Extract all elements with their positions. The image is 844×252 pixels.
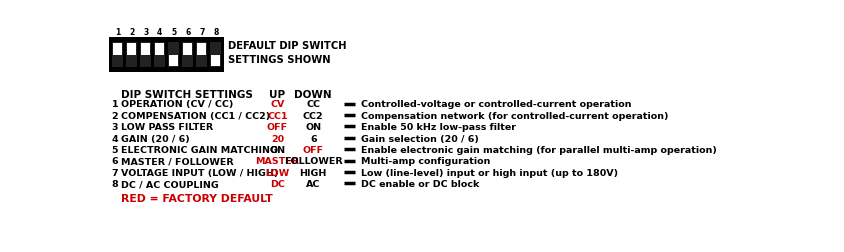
Text: CV: CV — [270, 100, 284, 109]
Bar — [168, 43, 180, 68]
Text: Low (line-level) input or high input (up to 180V): Low (line-level) input or high input (up… — [361, 168, 619, 177]
Bar — [196, 43, 208, 68]
Text: Enable electronic gain matching (for parallel multi-amp operation): Enable electronic gain matching (for par… — [361, 145, 717, 154]
Text: MASTER / FOLLOWER: MASTER / FOLLOWER — [121, 157, 234, 166]
Text: 3: 3 — [143, 27, 149, 36]
Text: Gain selection (20 / 6): Gain selection (20 / 6) — [361, 134, 479, 143]
Bar — [113, 44, 122, 56]
Text: 2: 2 — [129, 27, 134, 36]
Text: DIP SWITCH SETTINGS: DIP SWITCH SETTINGS — [121, 90, 253, 100]
Bar — [127, 44, 136, 56]
Text: Compensation network (for controlled-current operation): Compensation network (for controlled-cur… — [361, 111, 668, 120]
Text: DC: DC — [270, 179, 285, 188]
Bar — [112, 43, 123, 68]
Text: RED = FACTORY DEFAULT: RED = FACTORY DEFAULT — [121, 193, 273, 203]
Bar — [154, 43, 165, 68]
Bar — [126, 43, 138, 68]
Text: 20: 20 — [271, 134, 284, 143]
Text: 5: 5 — [111, 145, 118, 154]
Text: COMPENSATION (CC1 / CC2): COMPENSATION (CC1 / CC2) — [121, 111, 270, 120]
Text: 6: 6 — [111, 157, 118, 166]
Text: Multi-amp configuration: Multi-amp configuration — [361, 157, 490, 166]
Bar — [182, 43, 193, 68]
Text: CC1: CC1 — [268, 111, 288, 120]
Text: MASTER: MASTER — [256, 157, 300, 166]
Text: ELECTRONIC GAIN MATCHING: ELECTRONIC GAIN MATCHING — [121, 145, 278, 154]
Text: HIGH: HIGH — [300, 168, 327, 177]
Text: 7: 7 — [199, 27, 204, 36]
Text: DC enable or DC block: DC enable or DC block — [361, 179, 479, 188]
Text: 7: 7 — [111, 168, 118, 177]
Text: OPERATION (CV / CC): OPERATION (CV / CC) — [121, 100, 234, 109]
Text: ON: ON — [306, 123, 322, 132]
Bar — [110, 38, 224, 73]
Text: GAIN (20 / 6): GAIN (20 / 6) — [121, 134, 190, 143]
Bar — [155, 44, 165, 56]
Text: 8: 8 — [213, 27, 219, 36]
Text: CC: CC — [306, 100, 320, 109]
Text: CC2: CC2 — [303, 111, 323, 120]
Text: UP: UP — [269, 90, 285, 100]
Bar — [211, 55, 220, 67]
Text: 4: 4 — [111, 134, 118, 143]
Text: Enable 50 kHz low-pass filter: Enable 50 kHz low-pass filter — [361, 123, 517, 132]
Bar — [141, 44, 150, 56]
Text: FOLLOWER: FOLLOWER — [284, 157, 343, 166]
Text: DOWN: DOWN — [295, 90, 332, 100]
Text: OFF: OFF — [303, 145, 324, 154]
Text: 6: 6 — [185, 27, 191, 36]
Text: LOW: LOW — [265, 168, 289, 177]
Text: DEFAULT DIP SWITCH
SETTINGS SHOWN: DEFAULT DIP SWITCH SETTINGS SHOWN — [228, 41, 346, 65]
Text: 6: 6 — [310, 134, 316, 143]
Text: VOLTAGE INPUT (LOW / HIGH): VOLTAGE INPUT (LOW / HIGH) — [121, 168, 279, 177]
Bar — [170, 55, 178, 67]
Text: 8: 8 — [111, 179, 118, 188]
Text: DC / AC COUPLING: DC / AC COUPLING — [121, 179, 219, 188]
Text: LOW PASS FILTER: LOW PASS FILTER — [121, 123, 214, 132]
Text: ON: ON — [269, 145, 285, 154]
Text: 1: 1 — [111, 100, 118, 109]
Text: 5: 5 — [171, 27, 176, 36]
Text: 2: 2 — [111, 111, 118, 120]
Text: 3: 3 — [111, 123, 118, 132]
Bar — [140, 43, 151, 68]
Text: OFF: OFF — [267, 123, 288, 132]
Bar — [197, 44, 206, 56]
Bar — [183, 44, 192, 56]
Text: 4: 4 — [157, 27, 162, 36]
Text: Controlled-voltage or controlled-current operation: Controlled-voltage or controlled-current… — [361, 100, 632, 109]
Bar — [210, 43, 221, 68]
Text: AC: AC — [306, 179, 321, 188]
Text: 1: 1 — [115, 27, 121, 36]
